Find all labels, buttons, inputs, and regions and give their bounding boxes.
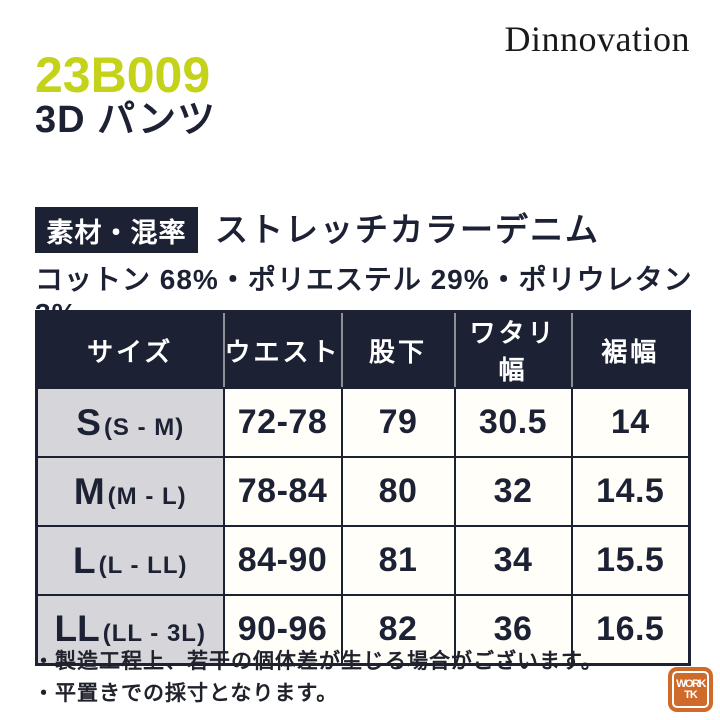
size-label-cell: S (S - M) (35, 387, 225, 458)
size-label-cell: LL (LL - 3L) (35, 594, 225, 665)
table-row: S (S - M) 72-78 79 30.5 14 (35, 387, 691, 458)
col-header-inseam: 股下 (340, 311, 456, 389)
size-label-cell: L (L - LL) (35, 525, 225, 596)
product-code: 23B009 (35, 47, 211, 103)
brand-logo-text: Dinnovation (504, 19, 690, 59)
worktk-logo-inner: WORK TK (672, 671, 709, 708)
hem-value: 15.5 (570, 525, 691, 596)
size-range: (L - LL) (98, 551, 188, 579)
hem-value: 14 (570, 387, 691, 458)
material-name: ストレッチカラーデニム (215, 211, 600, 248)
note-line: ・製造工程上、若干の個体差が生じる場合がございます。 (33, 650, 603, 673)
product-name: 3D パンツ (35, 99, 217, 141)
size-letter: M (73, 470, 105, 512)
col-header-size: サイズ (35, 311, 225, 389)
worktk-logo-text-bottom: TK (684, 688, 698, 701)
table-row: M (M - L) 78-84 80 32 14.5 (35, 456, 691, 527)
col-header-thigh: ワタリ幅 (453, 311, 573, 389)
table-row: LL (LL - 3L) 90-96 82 36 16.5 (35, 594, 691, 665)
size-letter: L (73, 539, 96, 581)
footnotes: ・製造工程上、若干の個体差が生じる場合がございます。 ・平置きでの採寸となります… (33, 646, 603, 710)
size-range: (LL - 3L) (102, 620, 206, 648)
inseam-value: 82 (340, 594, 456, 665)
size-range: (M - L) (107, 482, 187, 510)
table-row: L (L - LL) 84-90 81 34 15.5 (35, 525, 691, 596)
size-letter: S (76, 401, 101, 443)
size-letter: LL (54, 608, 100, 650)
waist-value: 78-84 (222, 456, 343, 527)
worktk-logo-icon: WORK TK (668, 667, 713, 712)
thigh-value: 30.5 (453, 387, 573, 458)
worktk-logo-text-top: WORK (676, 677, 706, 690)
inseam-value: 80 (340, 456, 456, 527)
thigh-value: 32 (453, 456, 573, 527)
size-label-cell: M (M - L) (35, 456, 225, 527)
waist-value: 84-90 (222, 525, 343, 596)
inseam-value: 81 (340, 525, 456, 596)
hem-value: 14.5 (570, 456, 691, 527)
col-header-waist: ウエスト (222, 311, 343, 389)
waist-value: 90-96 (222, 594, 343, 665)
size-table: サイズ ウエスト 股下 ワタリ幅 裾幅 S (S - M) 72-78 79 30… (35, 310, 691, 666)
waist-value: 72-78 (222, 387, 343, 458)
size-range: (S - M) (103, 413, 185, 441)
thigh-value: 34 (453, 525, 573, 596)
thigh-value: 36 (453, 594, 573, 665)
table-header-row: サイズ ウエスト 股下 ワタリ幅 裾幅 (35, 311, 691, 389)
hem-value: 16.5 (570, 594, 691, 665)
col-header-hem: 裾幅 (570, 311, 691, 389)
note-line: ・平置きでの採寸となります。 (33, 682, 339, 705)
inseam-value: 79 (340, 387, 456, 458)
material-tag-label: 素材・混率 (35, 207, 198, 253)
